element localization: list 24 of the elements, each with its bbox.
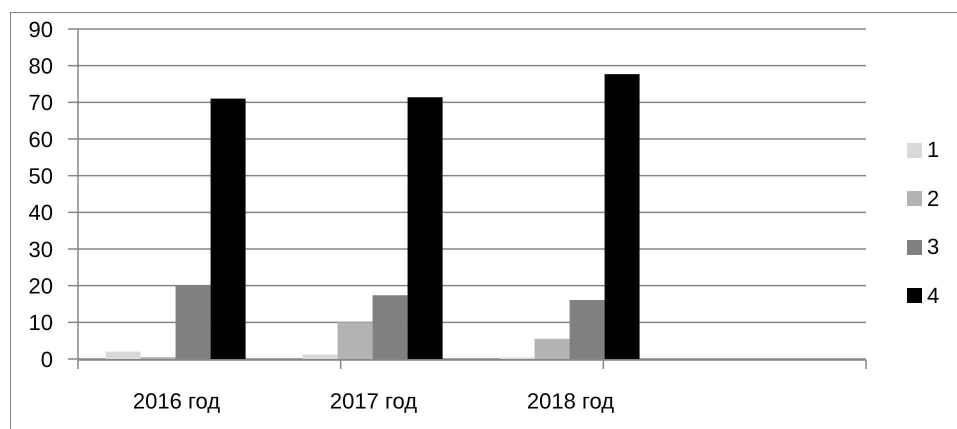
bar [338,322,373,359]
y-tick-label: 10 [28,310,53,336]
x-tick-label: 2016 год [132,388,220,414]
bar [534,338,570,359]
y-tick-label: 70 [28,90,53,116]
bar [302,354,338,359]
y-tick-label: 0 [40,346,53,372]
y-tick-label: 80 [28,53,53,78]
x-tick-label: 2017 год [330,388,418,414]
y-tick-label: 90 [28,16,53,42]
legend-label: 3 [927,234,940,260]
x-tick-label: 2018 год [526,388,614,414]
legend-label: 4 [927,282,940,308]
y-tick-label: 30 [28,236,53,262]
y-tick-label: 60 [28,126,53,152]
legend-label: 2 [927,186,940,211]
bar [408,97,443,359]
y-tick-label: 20 [28,273,53,298]
legend-label: 1 [927,137,940,162]
y-tick-label: 40 [28,200,53,226]
bar [106,352,141,359]
y-tick-label: 50 [28,163,53,188]
bar [604,74,640,359]
bar [210,98,246,359]
